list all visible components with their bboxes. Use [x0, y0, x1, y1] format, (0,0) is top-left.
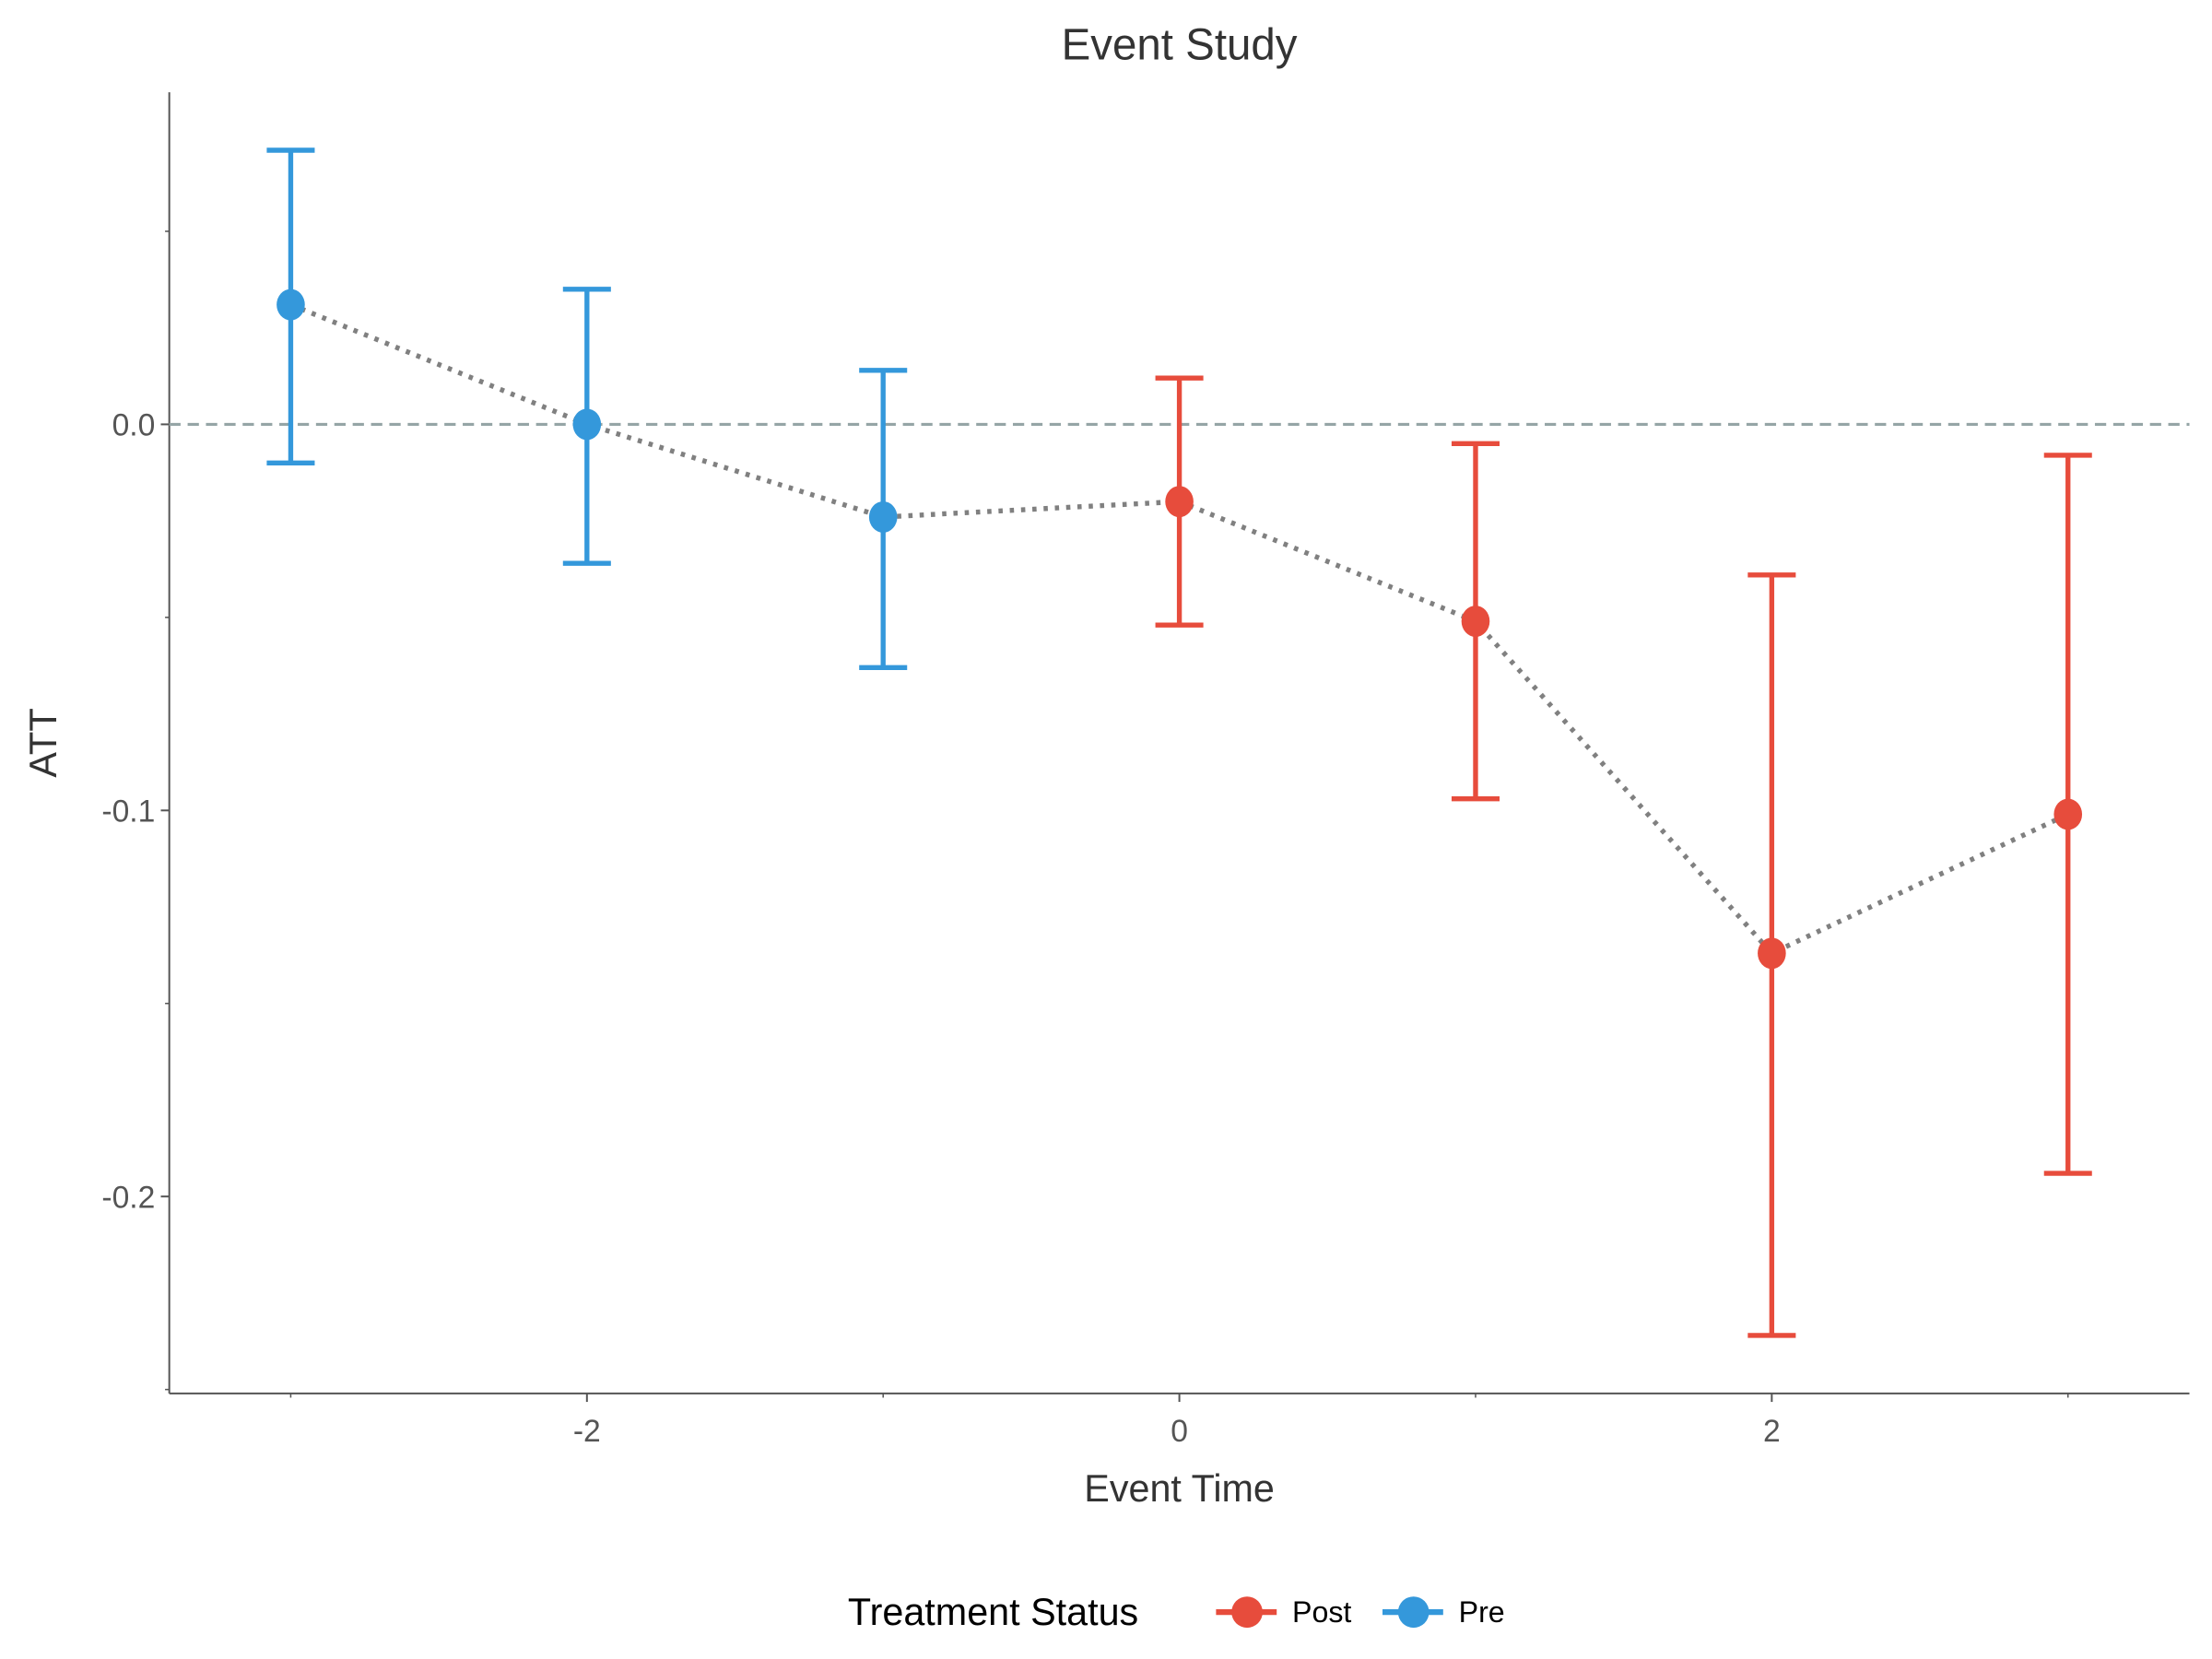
- x-axis-label: Event Time: [1084, 1466, 1275, 1510]
- x-tick-label: -2: [573, 1414, 601, 1449]
- data-point-post: [1165, 486, 1194, 518]
- legend-entry-pre: Pre: [1382, 1595, 1505, 1629]
- data-point-post: [2053, 798, 2083, 830]
- legend-entry-post: Post: [1216, 1595, 1351, 1629]
- data-point-pre: [276, 288, 305, 321]
- data-point-post: [1758, 937, 1786, 970]
- y-tick-label: -0.2: [101, 1180, 155, 1215]
- x-tick-label: 0: [1171, 1414, 1188, 1449]
- legend-label-post: Post: [1292, 1595, 1351, 1629]
- data-point-pre: [868, 500, 898, 533]
- data-point-post: [1461, 606, 1490, 637]
- y-tick-label: -0.1: [101, 794, 155, 830]
- y-axis-label: ATT: [21, 708, 65, 777]
- chart-title: Event Study: [1062, 21, 1298, 70]
- axes: 0.0 -0.1 -0.2 -2 0 2: [101, 92, 2190, 1449]
- legend-label-pre: Pre: [1459, 1595, 1505, 1629]
- legend-key-pre-dot: [1397, 1596, 1430, 1629]
- plot-marks: [169, 147, 2190, 1338]
- legend-key-post-dot: [1231, 1596, 1263, 1629]
- data-point-pre: [572, 408, 602, 441]
- legend-title: Treatment Status: [848, 1590, 1138, 1633]
- legend: Treatment Status Post Pre: [848, 1590, 1505, 1633]
- x-tick-label: 2: [1763, 1414, 1781, 1449]
- y-tick-label: 0.0: [112, 408, 156, 443]
